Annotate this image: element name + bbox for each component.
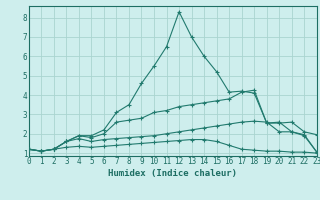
X-axis label: Humidex (Indice chaleur): Humidex (Indice chaleur) [108,169,237,178]
